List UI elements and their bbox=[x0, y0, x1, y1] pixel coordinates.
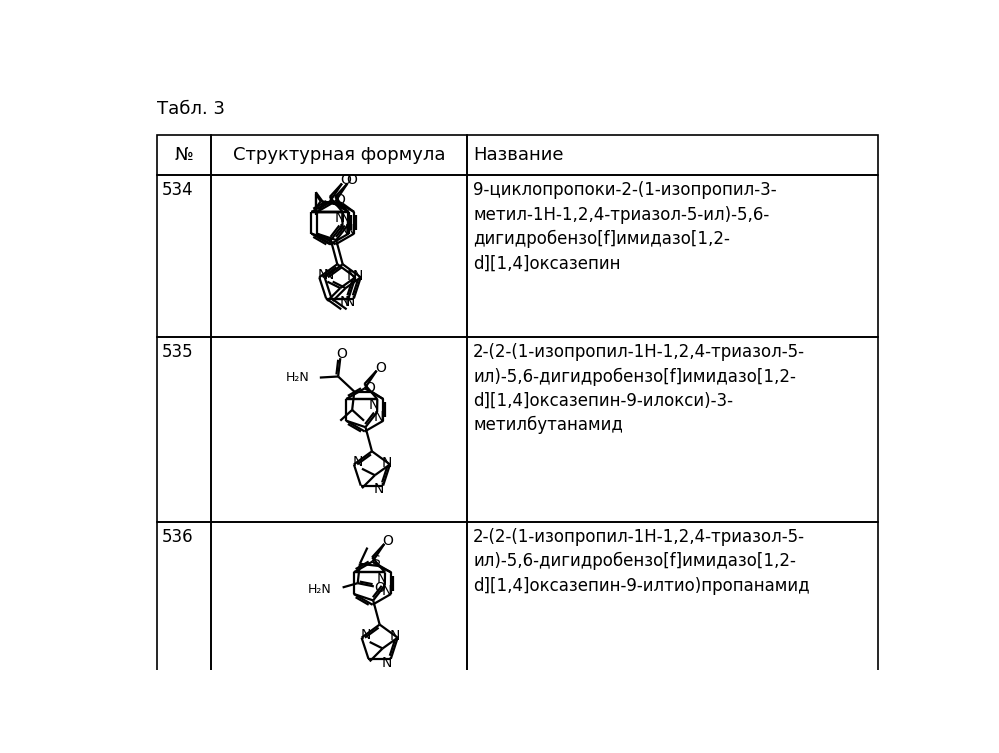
Text: 534: 534 bbox=[161, 181, 193, 200]
Text: 2-(2-(1-изопропил-1Н-1,2,4-триазол-5-
ил)-5,6-дигидробензо[f]имидазо[1,2-
d][1,4: 2-(2-(1-изопропил-1Н-1,2,4-триазол-5- ил… bbox=[474, 343, 805, 434]
Text: N: N bbox=[374, 483, 385, 496]
Text: N: N bbox=[390, 629, 400, 643]
Text: 9-циклопропоки-2-(1-изопропил-3-
метил-1Н-1,2,4-триазол-5-ил)-5,6-
дигидробензо[: 9-циклопропоки-2-(1-изопропил-3- метил-1… bbox=[474, 181, 776, 273]
Bar bbox=[157, 337, 211, 522]
Text: Название: Название bbox=[474, 146, 563, 164]
Bar bbox=[211, 337, 467, 522]
Text: №: № bbox=[174, 146, 193, 164]
Text: O: O bbox=[375, 361, 386, 374]
Text: O: O bbox=[383, 534, 394, 548]
Bar bbox=[157, 135, 211, 175]
Bar bbox=[211, 175, 467, 337]
Text: S: S bbox=[372, 553, 381, 568]
Text: 535: 535 bbox=[161, 343, 193, 361]
Text: Структурная формула: Структурная формула bbox=[233, 146, 446, 164]
Text: N: N bbox=[377, 572, 388, 586]
Text: 536: 536 bbox=[161, 528, 193, 546]
Text: N: N bbox=[345, 295, 356, 309]
Text: Табл. 3: Табл. 3 bbox=[157, 100, 225, 118]
Text: N: N bbox=[347, 269, 358, 283]
Text: N: N bbox=[318, 268, 329, 282]
Text: 2-(2-(1-изопропил-1Н-1,2,4-триазол-5-
ил)-5,6-дигидробензо[f]имидазо[1,2-
d][1,4: 2-(2-(1-изопропил-1Н-1,2,4-триазол-5- ил… bbox=[474, 528, 809, 595]
Text: N: N bbox=[339, 224, 350, 237]
Bar bbox=[211, 522, 467, 697]
Text: N: N bbox=[374, 410, 384, 425]
Bar bbox=[157, 522, 211, 697]
Text: O: O bbox=[337, 346, 348, 361]
Text: H₂N: H₂N bbox=[286, 371, 309, 384]
Bar bbox=[211, 135, 467, 175]
Text: O: O bbox=[346, 173, 357, 187]
Text: O: O bbox=[335, 193, 346, 206]
Text: O: O bbox=[341, 173, 352, 187]
Bar bbox=[157, 175, 211, 337]
Text: O: O bbox=[375, 581, 386, 595]
Text: N: N bbox=[382, 584, 392, 598]
Text: N: N bbox=[382, 656, 393, 669]
Bar bbox=[467, 522, 878, 697]
Text: N: N bbox=[382, 456, 392, 470]
Text: N: N bbox=[335, 211, 345, 225]
Text: N: N bbox=[340, 211, 351, 225]
Text: N: N bbox=[369, 398, 380, 413]
Text: N: N bbox=[340, 295, 350, 309]
Text: N: N bbox=[361, 628, 371, 642]
Bar bbox=[467, 175, 878, 337]
Text: H₂N: H₂N bbox=[308, 584, 332, 596]
Text: N: N bbox=[353, 269, 363, 283]
Bar bbox=[467, 135, 878, 175]
Text: N: N bbox=[353, 455, 363, 469]
Text: O: O bbox=[364, 381, 375, 395]
Text: N: N bbox=[324, 268, 334, 282]
Text: N: N bbox=[345, 224, 355, 237]
Text: O: O bbox=[329, 194, 340, 208]
Bar bbox=[467, 337, 878, 522]
